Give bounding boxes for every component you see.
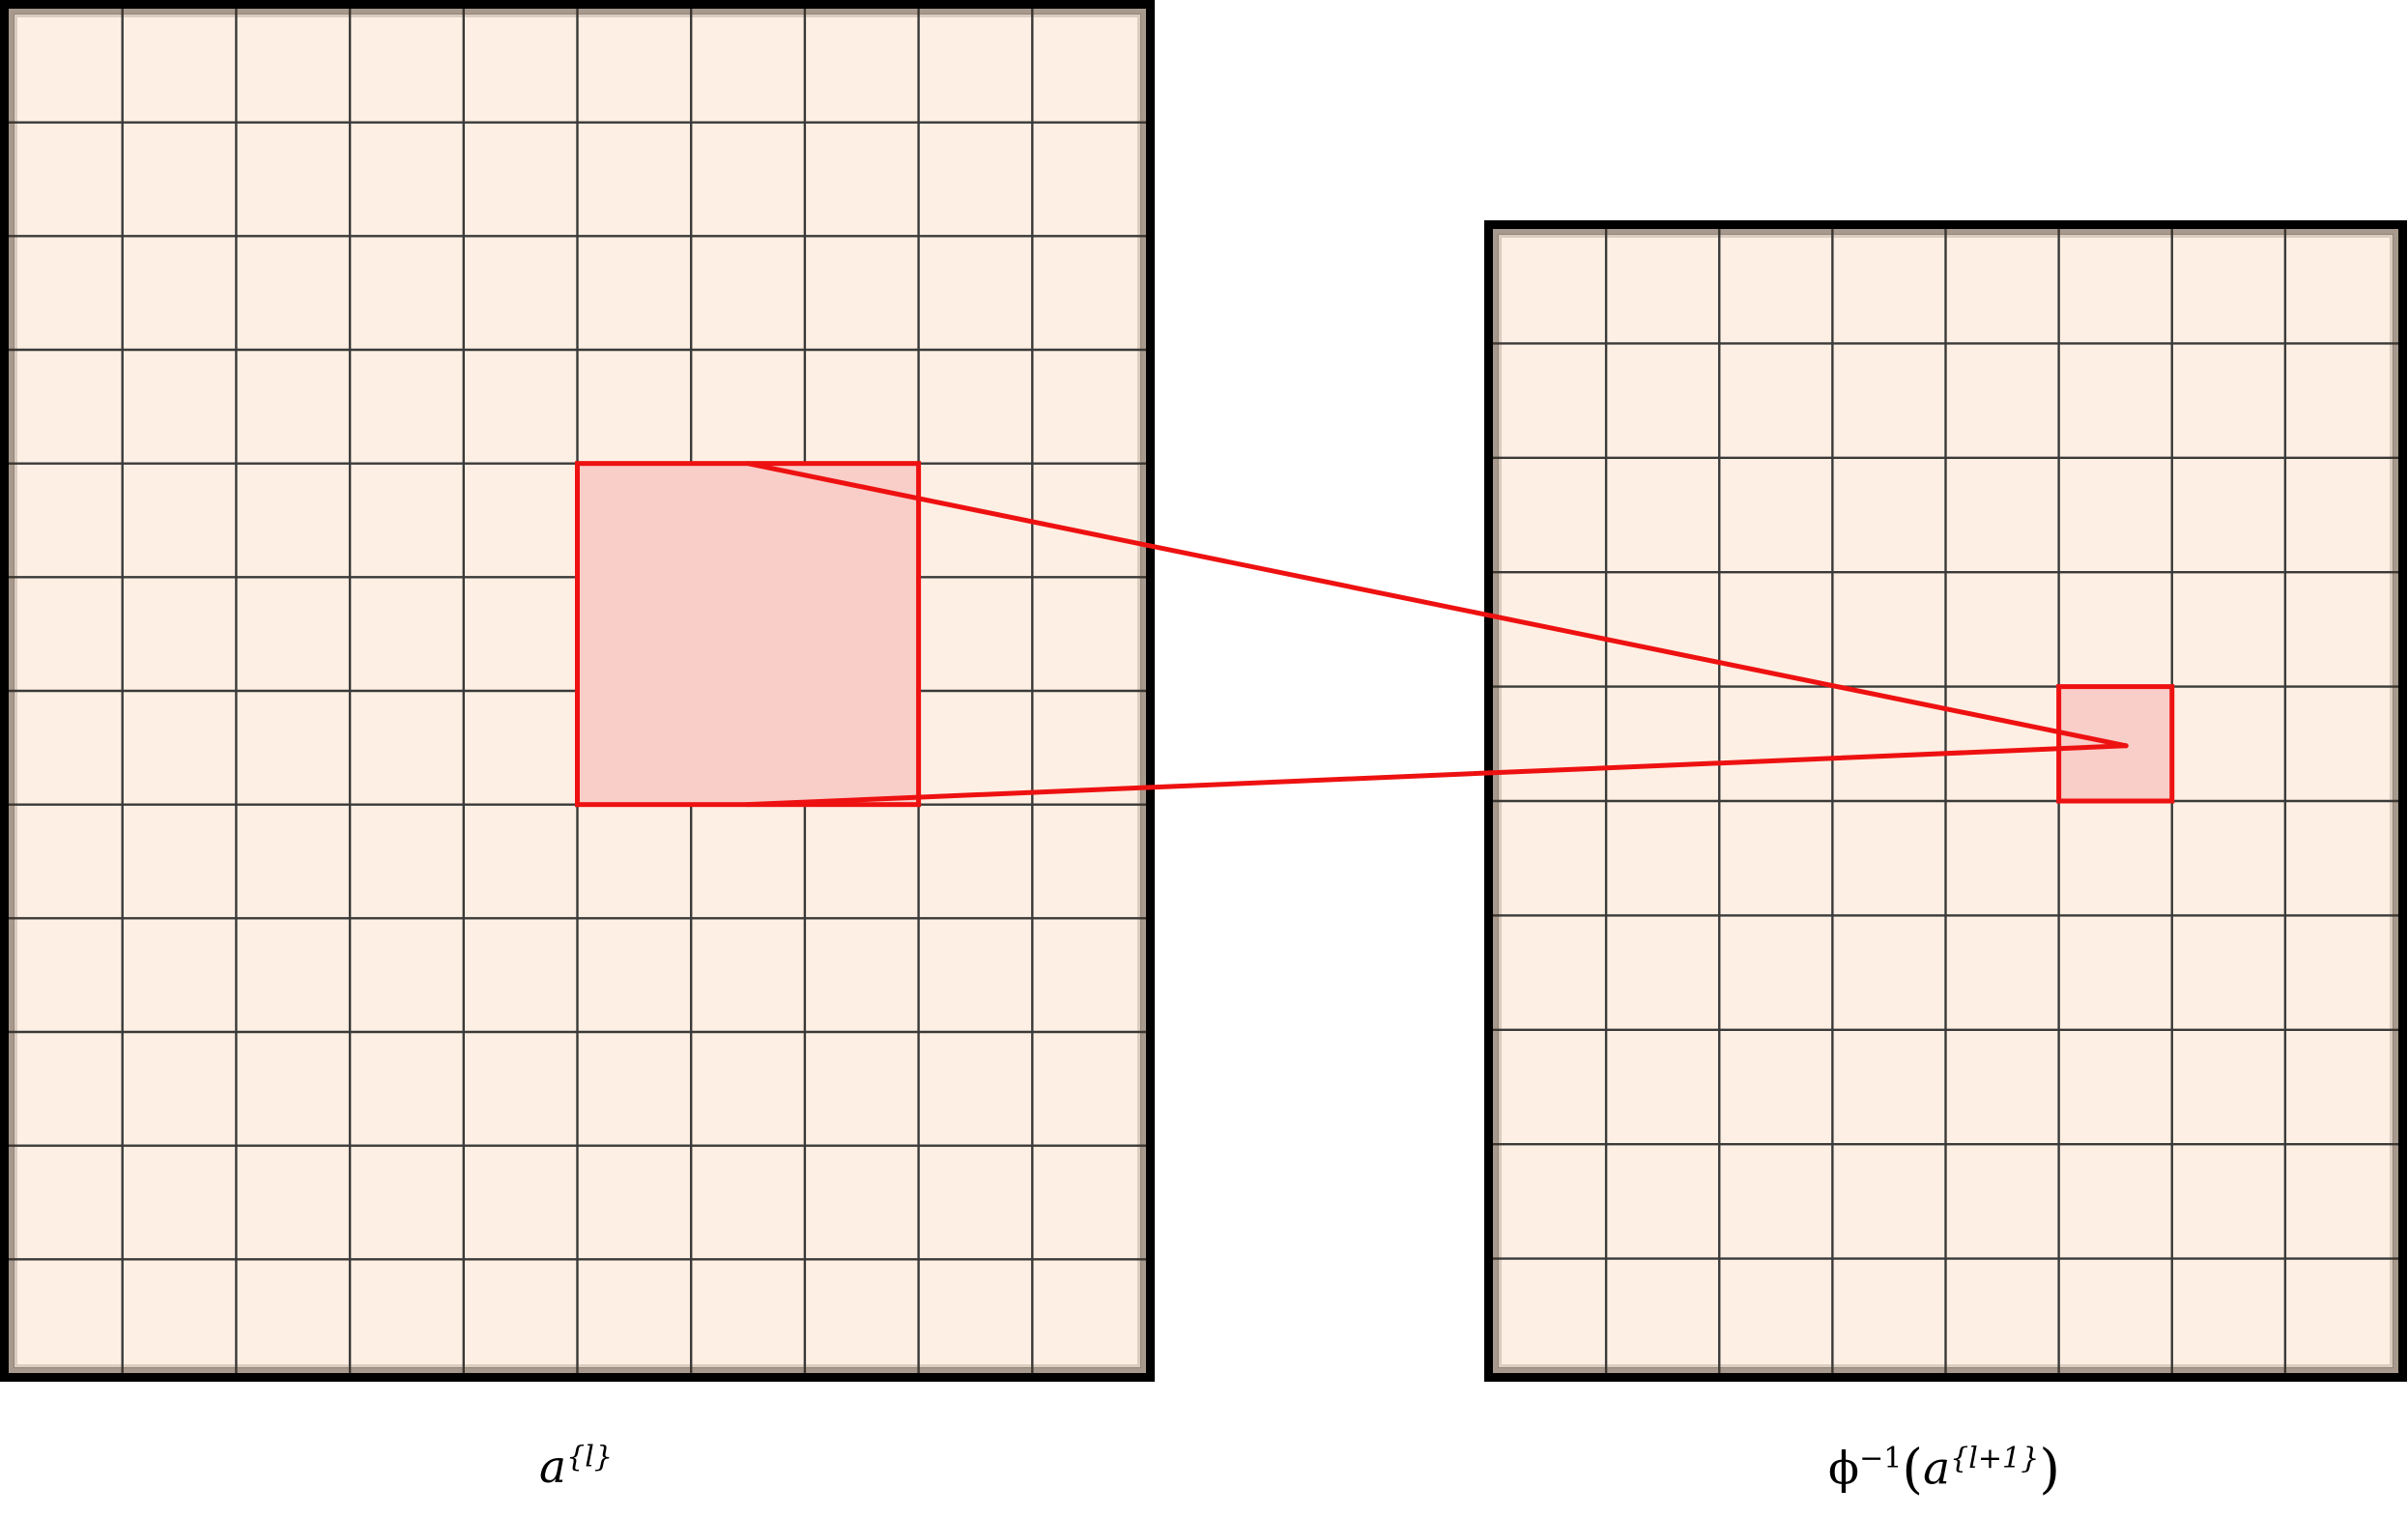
left-grid-label: a{l} bbox=[539, 1440, 613, 1494]
unpooled-grid-frame-inner-shadow-soft bbox=[1498, 234, 2394, 1368]
math-segment: ( bbox=[1902, 1439, 1924, 1501]
connector-line-1 bbox=[745, 461, 2129, 749]
connector-line-2 bbox=[745, 743, 2129, 808]
activation-grid-frame-inner-shadow bbox=[9, 9, 1146, 1373]
math-segment: ϕ bbox=[1828, 1442, 1860, 1496]
activation-grid-frame bbox=[0, 0, 1155, 1382]
unpooled-grid-frame bbox=[1484, 220, 2407, 1382]
math-segment: a bbox=[539, 1441, 567, 1494]
math-segment: {l+1} bbox=[1950, 1442, 2040, 1476]
math-segment: a bbox=[1923, 1442, 1951, 1496]
activation-grid-highlight-region bbox=[575, 461, 922, 808]
math-segment: {l} bbox=[566, 1440, 613, 1474]
activation-grid-frame-inner-shadow-soft bbox=[14, 14, 1141, 1368]
math-segment: −1 bbox=[1859, 1442, 1903, 1476]
math-segment: ) bbox=[2039, 1439, 2060, 1501]
unpooled-grid-frame-inner-shadow bbox=[1493, 229, 2398, 1373]
right-grid-label: ϕ−1(a{l+1}) bbox=[1828, 1439, 2060, 1502]
